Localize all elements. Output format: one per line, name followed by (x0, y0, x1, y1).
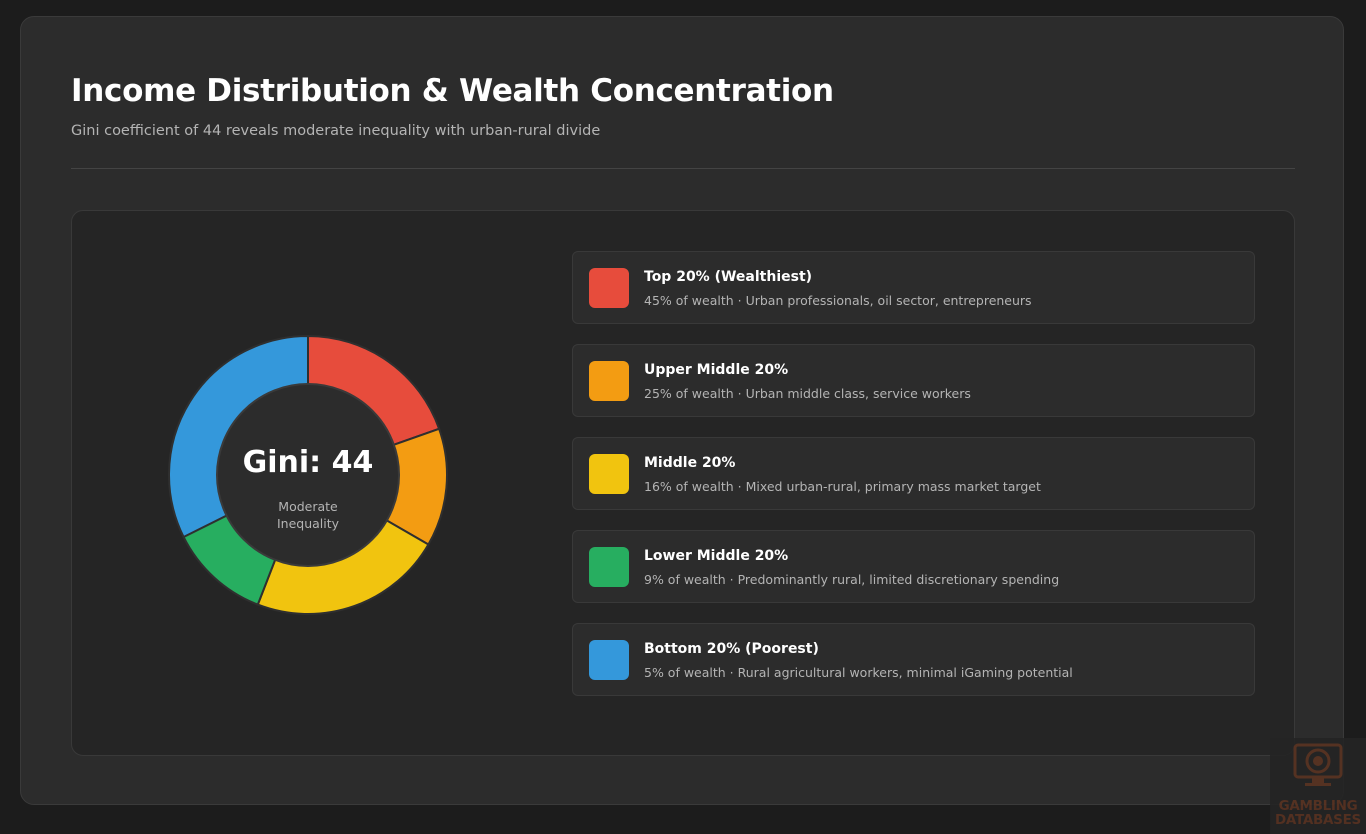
page-subtitle: Gini coefficient of 44 reveals moderate … (71, 123, 601, 139)
legend-item-middle-20: Middle 20% 16% of wealth · Mixed urban-r… (572, 437, 1255, 510)
legend: Top 20% (Wealthiest) 45% of wealth · Urb… (572, 251, 1255, 716)
watermark-line2: DATABASES (1275, 812, 1361, 828)
legend-description: 25% of wealth · Urban middle class, serv… (644, 386, 971, 401)
legend-description: 9% of wealth · Predominantly rural, limi… (644, 572, 1060, 587)
main-card: Income Distribution & Wealth Concentrati… (20, 16, 1344, 805)
legend-label: Middle 20% (644, 455, 736, 471)
legend-item-lower-middle-20: Lower Middle 20% 9% of wealth · Predomin… (572, 530, 1255, 603)
watermark-text: GAMBLING DATABASES (1270, 799, 1366, 827)
chart-panel: Gini: 44 Moderate Inequality Top 20% (We… (71, 210, 1295, 756)
legend-description: 5% of wealth · Rural agricultural worker… (644, 665, 1073, 680)
donut-hole (216, 383, 400, 567)
gini-value: Gini: 44 (243, 445, 374, 480)
legend-label: Lower Middle 20% (644, 548, 789, 564)
gini-caption-line2: Inequality (277, 516, 340, 531)
legend-swatch (589, 640, 629, 680)
legend-label: Top 20% (Wealthiest) (644, 269, 813, 285)
legend-label: Upper Middle 20% (644, 362, 789, 378)
legend-swatch (589, 268, 629, 308)
legend-description: 16% of wealth · Mixed urban-rural, prima… (644, 479, 1041, 494)
legend-description: 45% of wealth · Urban professionals, oil… (644, 293, 1032, 308)
legend-swatch (589, 454, 629, 494)
legend-item-upper-middle-20: Upper Middle 20% 25% of wealth · Urban m… (572, 344, 1255, 417)
legend-item-bottom-20: Bottom 20% (Poorest) 5% of wealth · Rura… (572, 623, 1255, 696)
legend-swatch (589, 547, 629, 587)
donut-chart: Gini: 44 Moderate Inequality (168, 334, 448, 615)
legend-label: Bottom 20% (Poorest) (644, 641, 819, 657)
casino-chip-monitor-icon (1293, 743, 1343, 786)
legend-swatch (589, 361, 629, 401)
page-title: Income Distribution & Wealth Concentrati… (71, 73, 834, 109)
legend-item-top-20: Top 20% (Wealthiest) 45% of wealth · Urb… (572, 251, 1255, 324)
watermark: GAMBLING DATABASES (1270, 738, 1366, 834)
watermark-line1: GAMBLING (1278, 798, 1358, 814)
gini-caption-line1: Moderate (278, 499, 338, 514)
header-divider (71, 168, 1295, 169)
